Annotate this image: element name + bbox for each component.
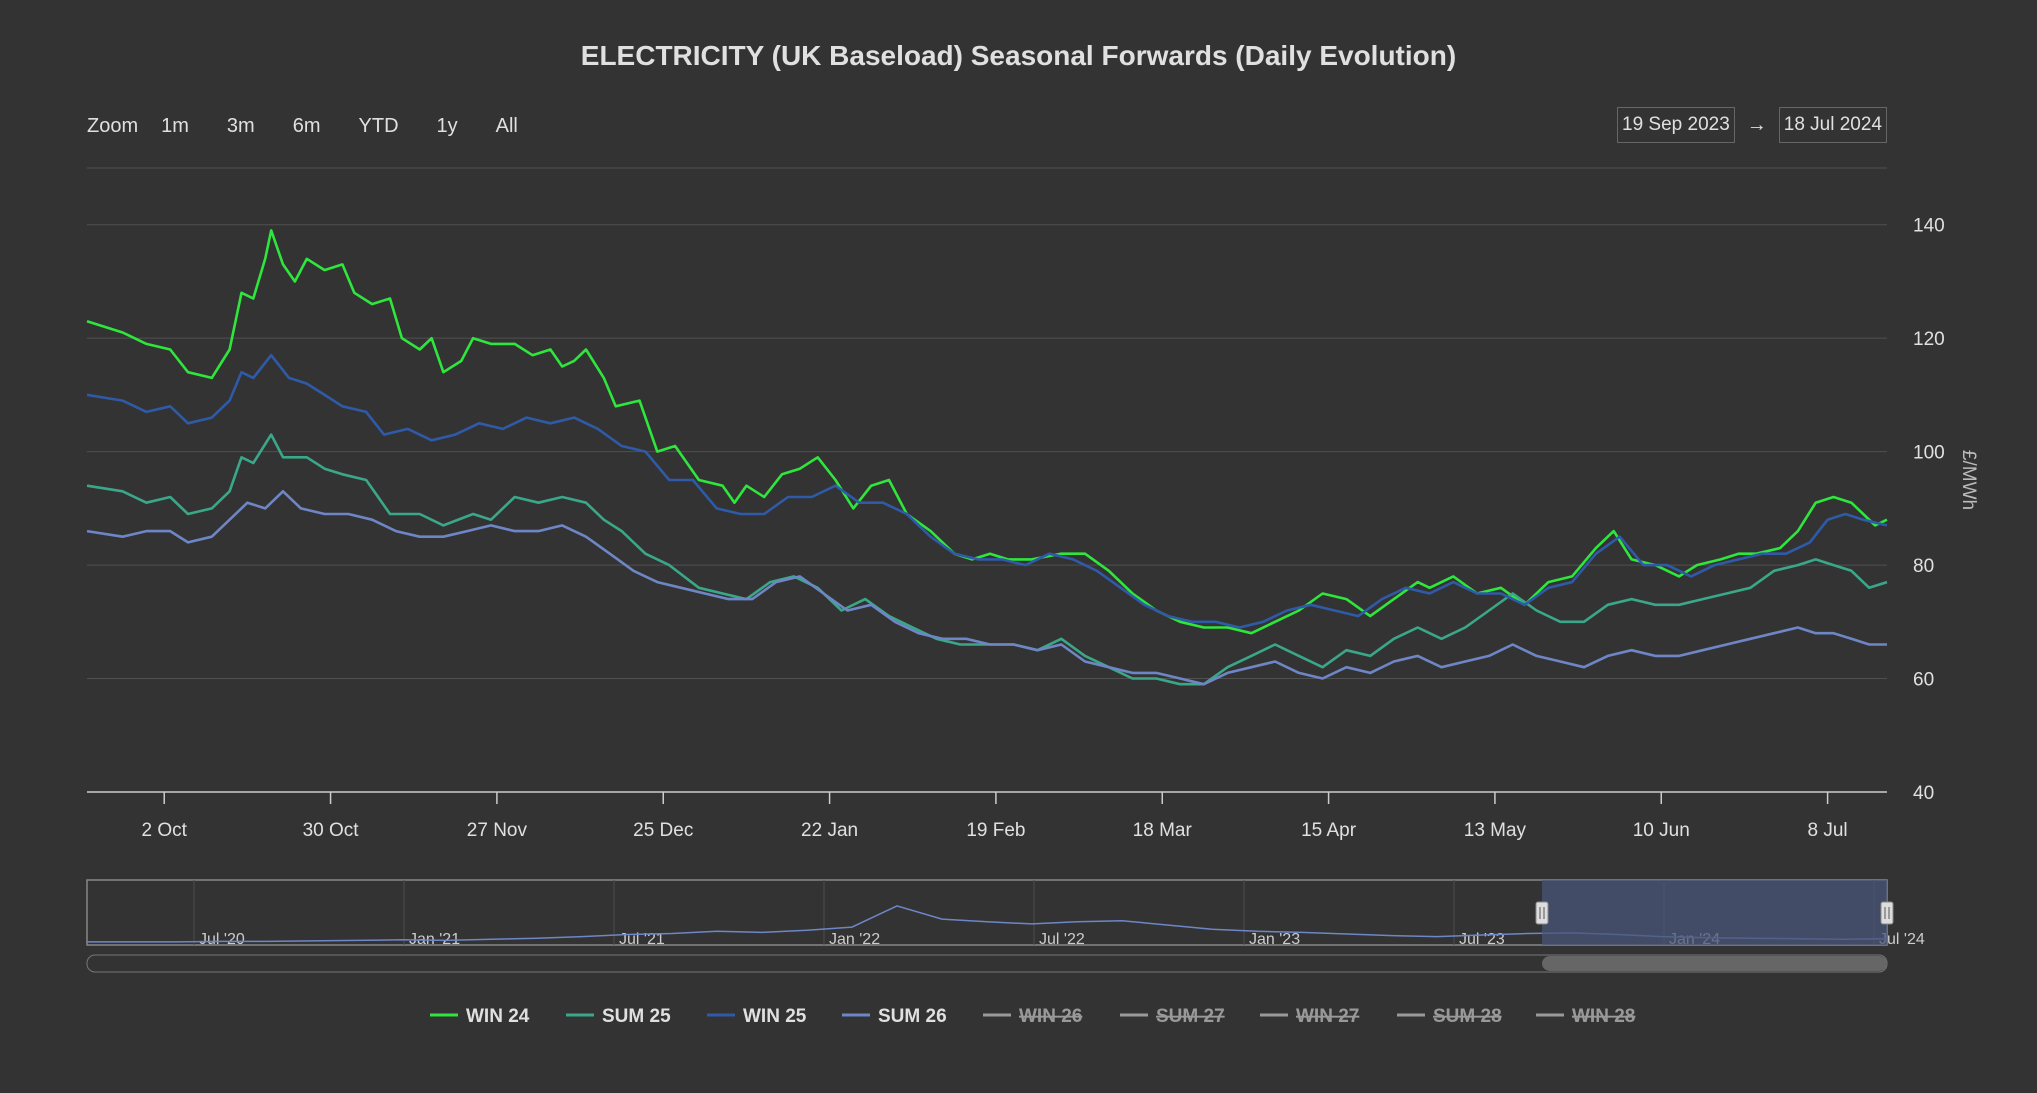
y-tick-label: 60	[1913, 670, 1934, 691]
navigator-label: Jan '22	[829, 931, 880, 948]
legend-item-win-27[interactable]: WIN 27	[1260, 1006, 1359, 1027]
zoom-button-1y[interactable]: 1y	[436, 115, 458, 137]
range-selector-buttons: Zoom 1m 3m 6m YTD 1y All	[87, 112, 545, 140]
series-line-win-24	[86, 229, 1888, 635]
legend-item-win-25[interactable]: WIN 25	[707, 1006, 807, 1027]
legend-label: WIN 27	[1296, 1006, 1359, 1027]
navigator-selection	[1542, 880, 1887, 945]
x-tick-label: 13 May	[1464, 820, 1527, 841]
x-tick-label: 18 Mar	[1133, 820, 1193, 841]
legend-item-win-24[interactable]: WIN 24	[430, 1006, 530, 1027]
navigator-label: Jul '23	[1459, 931, 1505, 948]
x-tick-label: 19 Feb	[966, 820, 1025, 841]
zoom-button-1m[interactable]: 1m	[161, 115, 189, 137]
date-range-inputs: 19 Sep 2023 → 18 Jul 2024	[1617, 107, 1888, 143]
zoom-button-6m[interactable]: 6m	[292, 115, 321, 137]
x-tick-label: 25 Dec	[633, 820, 693, 841]
navigator-label: Jul '24	[1879, 931, 1925, 948]
navigator-label: Jul '21	[619, 931, 665, 948]
y-tick-label: 120	[1913, 329, 1945, 350]
x-tick-label: 27 Nov	[467, 820, 528, 841]
navigator-handle-left[interactable]	[1535, 901, 1549, 925]
legend-label: SUM 25	[602, 1006, 671, 1027]
x-tick-label: 30 Oct	[303, 820, 360, 841]
navigator-label: Jul '22	[1039, 931, 1085, 948]
legend-item-sum-28[interactable]: SUM 28	[1397, 1006, 1502, 1027]
to-date-input[interactable]: 18 Jul 2024	[1778, 107, 1888, 143]
navigator-label: Jul '20	[199, 931, 245, 948]
y-tick-label: 100	[1913, 443, 1945, 464]
x-tick-label: 2 Oct	[142, 820, 188, 841]
zoom-button-ytd[interactable]: YTD	[358, 115, 399, 137]
x-tick-label: 15 Apr	[1301, 820, 1357, 841]
zoom-button-3m[interactable]: 3m	[226, 115, 255, 137]
x-tick-label: 10 Jun	[1633, 820, 1690, 841]
from-date-input[interactable]: 19 Sep 2023	[1617, 107, 1735, 143]
legend-label: WIN 26	[1019, 1006, 1082, 1027]
zoom-button-all[interactable]: All	[495, 115, 518, 137]
y-tick-label: 40	[1913, 783, 1934, 804]
legend-item-sum-26[interactable]: SUM 26	[842, 1006, 947, 1027]
y-tick-label: 140	[1913, 216, 1945, 237]
legend-item-win-28[interactable]: WIN 28	[1536, 1006, 1635, 1027]
legend-label: WIN 24	[466, 1006, 530, 1027]
x-tick-label: 8 Jul	[1808, 820, 1848, 841]
legend-label: WIN 25	[743, 1006, 807, 1027]
navigator-label: Jan '23	[1249, 931, 1300, 948]
date-range-arrow: →	[1746, 113, 1767, 136]
y-tick-label: 80	[1913, 556, 1934, 577]
x-tick-label: 22 Jan	[801, 820, 858, 841]
chart-title: ELECTRICITY (UK Baseload) Seasonal Forwa…	[580, 40, 1457, 71]
legend-item-win-26[interactable]: WIN 26	[983, 1006, 1082, 1027]
zoom-label: Zoom	[87, 114, 139, 137]
series-line-sum-25	[86, 433, 1888, 686]
scrollbar-thumb[interactable]	[1542, 956, 1887, 971]
legend-label: SUM 28	[1433, 1006, 1502, 1027]
legend-label: SUM 26	[878, 1006, 947, 1027]
legend-item-sum-27[interactable]: SUM 27	[1120, 1006, 1225, 1027]
legend-item-sum-25[interactable]: SUM 25	[566, 1006, 671, 1027]
series-line-sum-26	[86, 490, 1887, 686]
legend-label: WIN 28	[1572, 1006, 1635, 1027]
legend-label: SUM 27	[1156, 1006, 1225, 1027]
y-axis-title: £/MWh	[1958, 450, 1979, 510]
series-line-win-25	[86, 353, 1888, 629]
navigator-handle-right[interactable]	[1880, 901, 1894, 925]
